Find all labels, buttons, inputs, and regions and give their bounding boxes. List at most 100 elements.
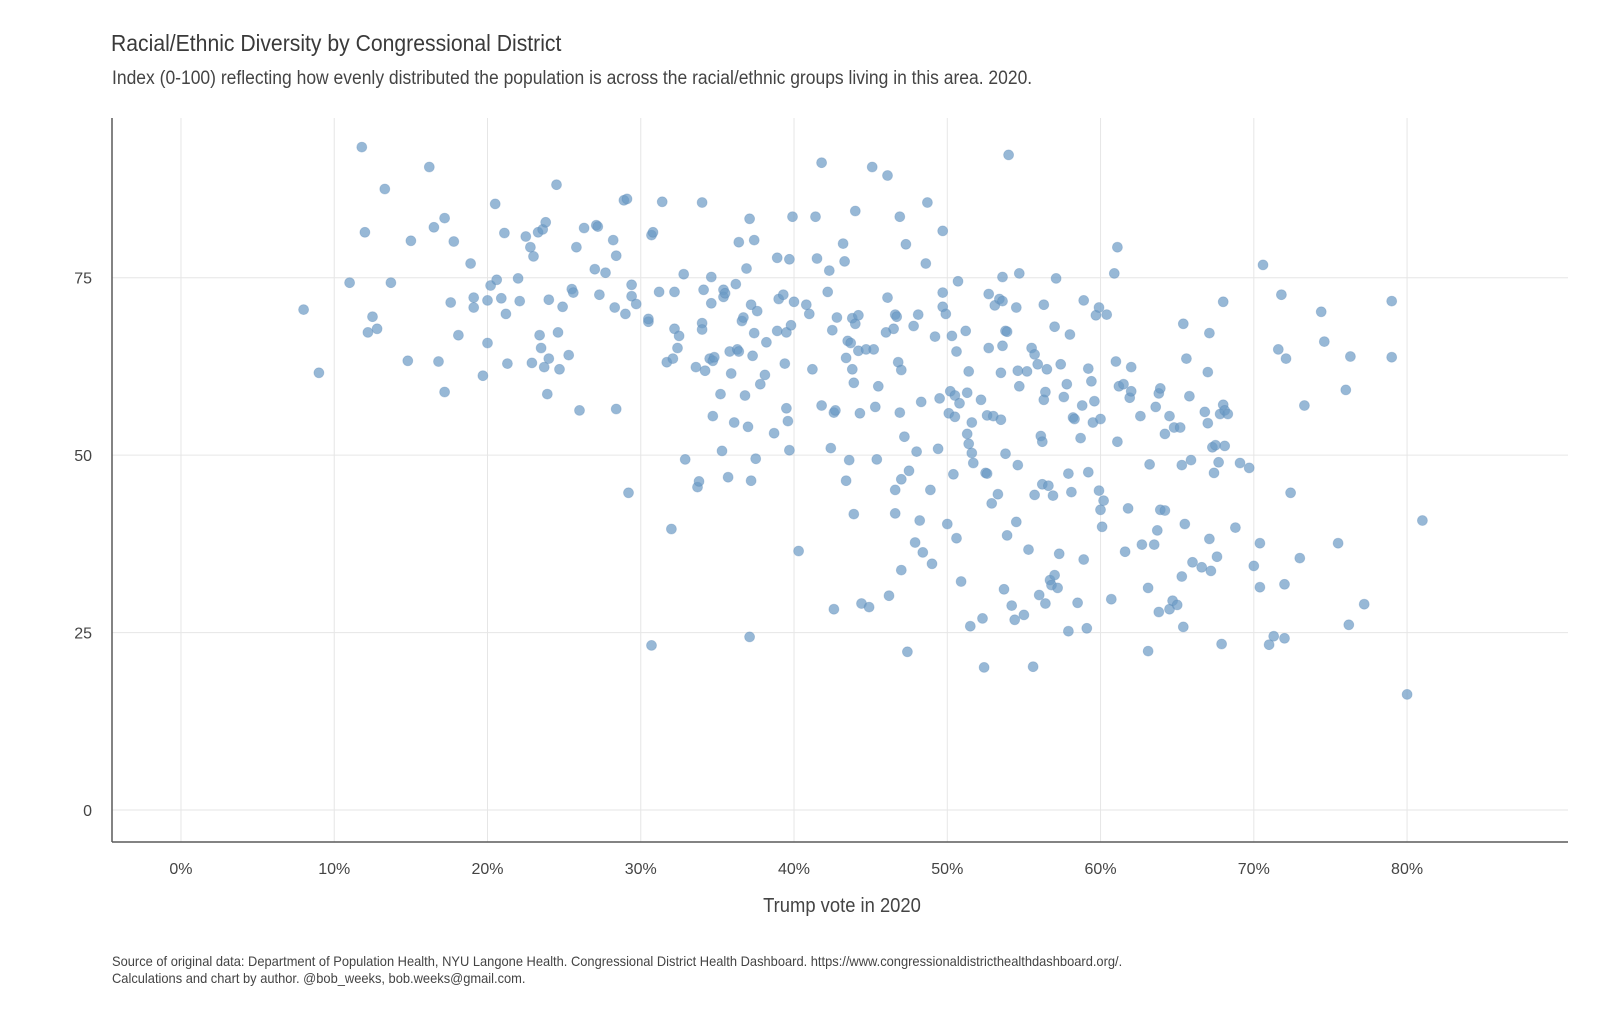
- data-point: [744, 631, 755, 643]
- data-point: [1257, 259, 1269, 271]
- data-point: [1202, 417, 1214, 429]
- data-point: [1029, 489, 1040, 501]
- data-point: [643, 313, 654, 325]
- chart-title: Racial/Ethnic Diversity by Congressional…: [111, 30, 562, 56]
- data-point: [672, 342, 683, 354]
- data-point: [1208, 467, 1220, 479]
- data-point: [961, 428, 973, 440]
- data-point: [1053, 548, 1065, 560]
- data-point: [949, 390, 961, 401]
- data-point: [541, 388, 553, 400]
- source-note: Source of original data: Department of P…: [112, 953, 1122, 987]
- data-point: [1078, 294, 1090, 306]
- data-point: [557, 301, 568, 313]
- data-point: [848, 508, 860, 520]
- data-point: [574, 404, 585, 416]
- data-point: [1219, 440, 1231, 452]
- data-point: [653, 286, 665, 298]
- data-point: [468, 302, 480, 313]
- data-point: [1217, 296, 1229, 308]
- data-point: [768, 427, 780, 439]
- data-point: [937, 225, 949, 237]
- data-point: [1096, 521, 1108, 533]
- data-point: [552, 326, 564, 338]
- data-point: [995, 414, 1007, 426]
- data-point: [771, 252, 783, 264]
- data-point: [610, 250, 622, 262]
- data-point: [679, 453, 691, 465]
- data-point: [997, 271, 1008, 283]
- data-point: [785, 319, 797, 331]
- data-point: [1058, 391, 1070, 403]
- data-point: [810, 211, 821, 223]
- data-point: [525, 241, 536, 253]
- data-point: [1179, 518, 1191, 530]
- data-point: [1386, 351, 1398, 363]
- data-point: [963, 365, 975, 377]
- data-point: [362, 326, 374, 338]
- data-point: [620, 308, 631, 320]
- data-point: [1050, 272, 1062, 284]
- data-point: [750, 453, 762, 465]
- data-point: [1276, 289, 1287, 301]
- data-point: [554, 363, 565, 375]
- x-axis-ticks: 0% 10% 20% 30% 40% 50% 60% 70% 80%: [169, 861, 1423, 878]
- data-point: [1272, 343, 1284, 355]
- data-point: [948, 468, 959, 480]
- data-point: [1176, 571, 1188, 582]
- data-point: [1012, 365, 1024, 377]
- data-point: [600, 267, 611, 279]
- data-point: [1234, 457, 1246, 469]
- data-point: [941, 518, 953, 530]
- data-point: [1211, 551, 1223, 563]
- data-point: [922, 197, 933, 208]
- data-point: [722, 471, 734, 483]
- data-point: [1125, 385, 1137, 397]
- data-point: [1021, 365, 1033, 377]
- data-point: [894, 211, 906, 223]
- data-point: [626, 279, 637, 291]
- data-point: [540, 216, 552, 228]
- data-point: [607, 234, 619, 246]
- data-point: [1199, 406, 1211, 418]
- data-point: [666, 523, 677, 535]
- data-point: [501, 358, 513, 370]
- data-point: [803, 308, 815, 320]
- data-point: [690, 361, 702, 373]
- data-point: [1142, 645, 1154, 657]
- data-point: [1081, 622, 1093, 634]
- data-point: [1254, 581, 1266, 593]
- data-point: [894, 407, 906, 419]
- data-point: [872, 380, 884, 392]
- data-point: [845, 337, 857, 349]
- data-point: [1001, 326, 1013, 338]
- data-point: [781, 326, 792, 338]
- data-point: [1089, 395, 1100, 407]
- source-line-2: Calculations and chart by author. @bob_w…: [112, 970, 526, 986]
- data-point: [902, 646, 913, 658]
- data-point: [1148, 539, 1160, 550]
- data-point: [781, 402, 792, 414]
- data-point: [1279, 578, 1290, 590]
- data-point: [883, 590, 895, 602]
- data-point: [909, 537, 921, 548]
- data-point: [949, 411, 961, 423]
- data-point: [1205, 565, 1217, 577]
- data-point: [385, 277, 397, 289]
- data-point: [1040, 386, 1051, 398]
- data-point: [869, 401, 881, 413]
- data-point: [526, 357, 538, 369]
- data-point: [656, 196, 668, 208]
- data-point: [807, 363, 818, 375]
- data-point: [696, 197, 708, 208]
- data-point: [961, 387, 973, 399]
- data-point: [1254, 537, 1266, 549]
- data-point: [673, 330, 685, 342]
- data-point: [940, 308, 952, 320]
- data-point: [571, 241, 582, 253]
- data-point: [1142, 582, 1154, 594]
- data-point: [882, 292, 893, 304]
- data-point: [741, 263, 752, 274]
- data-point: [853, 309, 864, 321]
- data-point: [992, 488, 1004, 500]
